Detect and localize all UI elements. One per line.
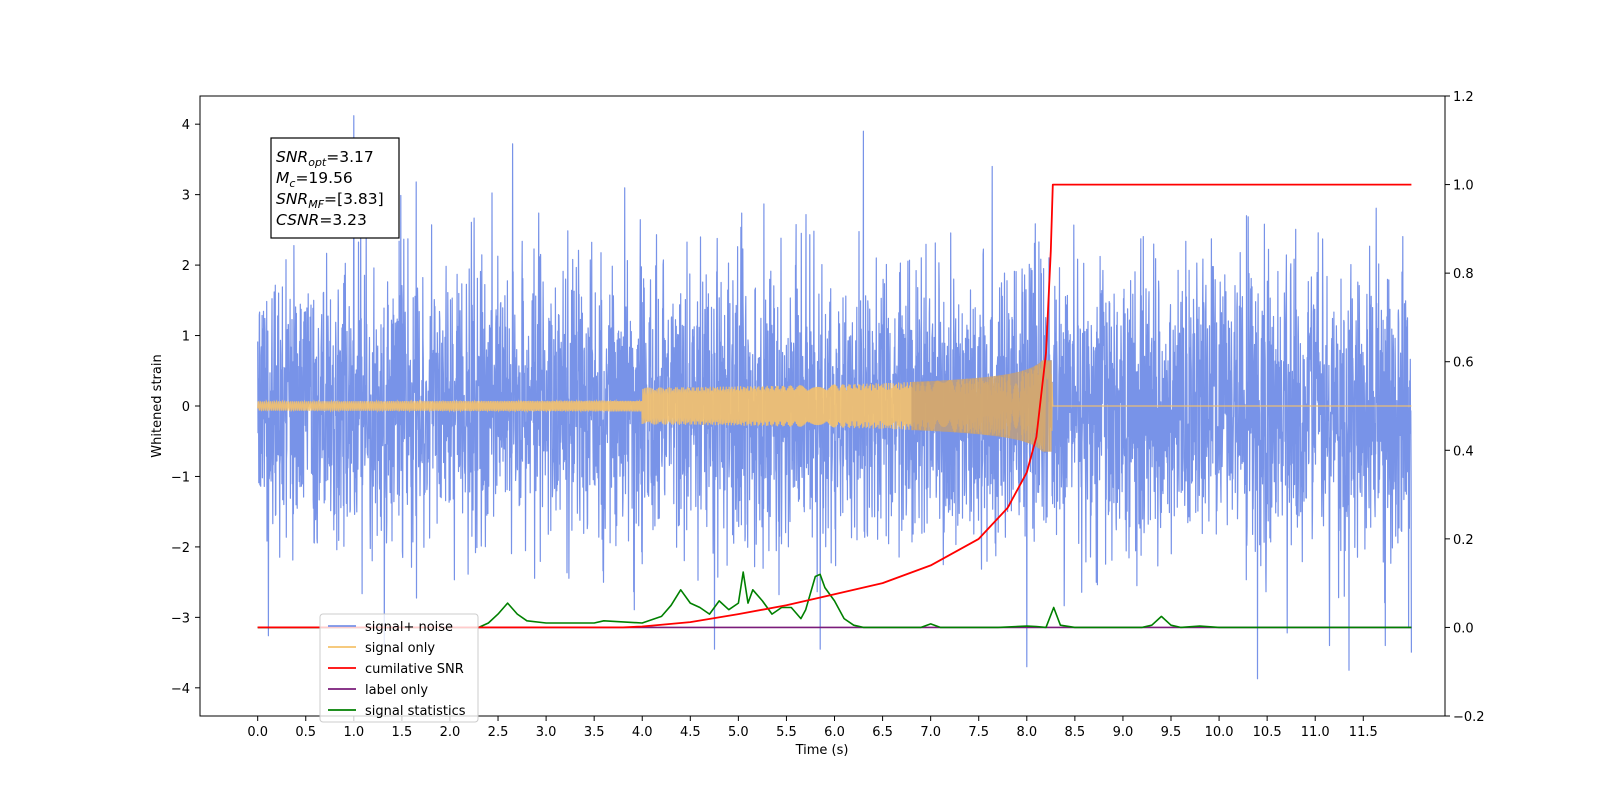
series-cumulative-snr xyxy=(257,183,1412,629)
x-tick-label: 0.5 xyxy=(295,725,316,740)
stat-line: CSNR=3.23 xyxy=(276,211,367,229)
y-right-tick-label: 0.0 xyxy=(1453,621,1474,636)
y-right-tick-label: −0.2 xyxy=(1453,710,1485,725)
series-signal-statistics xyxy=(257,571,1412,629)
x-tick-label: 10.5 xyxy=(1253,725,1282,740)
x-tick-label: 11.5 xyxy=(1349,725,1378,740)
x-tick-label: 5.5 xyxy=(776,725,797,740)
stat-line: Mc=19.56 xyxy=(276,169,353,190)
x-tick-label: 6.5 xyxy=(872,725,893,740)
y-tick-label: −1 xyxy=(171,470,190,485)
series-signal-noise xyxy=(257,115,1412,680)
legend-entry: signal only xyxy=(365,641,435,656)
y-tick-label: 0 xyxy=(182,400,190,415)
legend-entry: signal+ noise xyxy=(365,620,453,635)
legend-entry: label only xyxy=(365,683,428,698)
y-tick-label: −3 xyxy=(171,611,190,626)
signal-only-envelope xyxy=(911,360,1052,452)
y-right-tick-label: 1.2 xyxy=(1453,90,1474,105)
x-tick-label: 4.5 xyxy=(680,725,701,740)
x-tick-label: 1.5 xyxy=(392,725,413,740)
x-tick-label: 0.0 xyxy=(247,725,268,740)
legend-entry: cumilative SNR xyxy=(365,662,464,677)
y-tick-label: −4 xyxy=(171,682,190,697)
x-tick-label: 7.0 xyxy=(920,725,941,740)
y-right-tick-label: 0.6 xyxy=(1453,356,1474,371)
x-tick-label: 10.0 xyxy=(1205,725,1234,740)
legend-entry: signal statistics xyxy=(365,704,466,719)
y-tick-label: 3 xyxy=(182,189,190,204)
x-tick-label: 5.0 xyxy=(728,725,749,740)
x-tick-label: 8.0 xyxy=(1016,725,1037,740)
x-tick-label: 8.5 xyxy=(1065,725,1086,740)
y-right-tick-label: 0.2 xyxy=(1453,533,1474,548)
legend-box xyxy=(319,613,479,723)
x-tick-label: 7.5 xyxy=(968,725,989,740)
x-tick-label: 3.0 xyxy=(536,725,557,740)
x-axis-label: Time (s) xyxy=(795,743,849,758)
y-axis-label: Whitened strain xyxy=(150,354,165,457)
stats-box xyxy=(270,137,400,239)
legend: signal+ noise signal only cumilative SNR la… xyxy=(319,613,479,723)
x-tick-label: 9.5 xyxy=(1161,725,1182,740)
axis-ticks: 0.0 0.5 1.0 1.5 2.0 2.5 3.0 3.5 4.0 4.5 5.0 5.5 6.0 6… xyxy=(171,90,1485,740)
y-right-tick-label: 1.0 xyxy=(1453,179,1474,194)
x-tick-label: 9.0 xyxy=(1113,725,1134,740)
y-tick-label: 1 xyxy=(182,330,190,345)
y-right-tick-label: 0.4 xyxy=(1453,444,1474,459)
stat-line: SNRMF=[3.83] xyxy=(276,190,384,211)
y-right-tick-label: 0.8 xyxy=(1453,267,1474,282)
x-tick-label: 3.5 xyxy=(584,725,605,740)
plot-area xyxy=(257,115,1412,680)
x-tick-label: 2.5 xyxy=(488,725,509,740)
y-tick-label: −2 xyxy=(171,541,190,556)
x-tick-label: 1.0 xyxy=(343,725,364,740)
x-tick-label: 2.0 xyxy=(440,725,461,740)
stat-line: SNRopt=3.17 xyxy=(276,148,374,169)
x-tick-label: 11.0 xyxy=(1301,725,1330,740)
y-tick-label: 4 xyxy=(182,118,190,133)
series-signal-only xyxy=(257,360,1412,452)
x-tick-label: 4.0 xyxy=(632,725,653,740)
y-tick-label: 2 xyxy=(182,259,190,274)
x-tick-label: 6.0 xyxy=(824,725,845,740)
